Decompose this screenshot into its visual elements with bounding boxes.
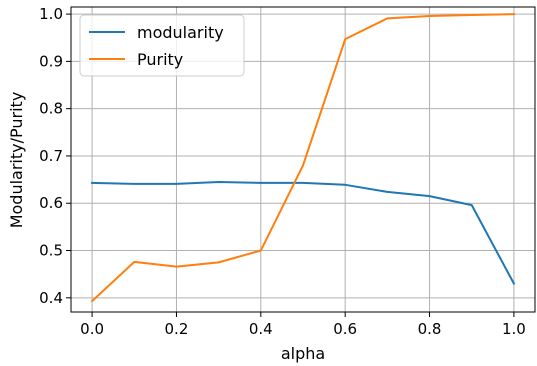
y-tick-label: 0.4 [39,289,63,307]
plot-frame [70,6,536,313]
y-tick-label: 0.8 [39,100,63,118]
y-tick-label: 0.7 [39,147,63,165]
x-axis-ticks: 0.0 0.2 0.4 0.6 0.8 1.0 [80,312,526,338]
legend-box [79,14,245,77]
x-tick-label: 0.4 [249,320,273,338]
x-tick-label: 0.0 [80,320,104,338]
legend-label: modularity [137,23,224,42]
legend-label: Purity [137,50,183,69]
y-axis-ticks: 0.4 0.5 0.6 0.7 0.8 0.9 1.0 [39,5,71,307]
y-tick-label: 1.0 [39,5,63,23]
y-tick-label: 0.9 [39,52,63,70]
series-line-purity [90,13,515,303]
x-tick-label: 0.8 [418,320,442,338]
x-axis-label: alpha [281,344,325,363]
legend: modularity Purity [79,14,245,77]
x-tick-label: 0.2 [165,320,189,338]
y-axis-label: Modularity/Purity [7,92,26,229]
y-tick-label: 0.5 [39,242,63,260]
series-lines [90,13,516,303]
series-line-modularity [91,180,516,285]
x-tick-label: 0.6 [333,320,357,338]
y-tick-label: 0.6 [39,194,63,212]
x-tick-label: 1.0 [502,320,526,338]
